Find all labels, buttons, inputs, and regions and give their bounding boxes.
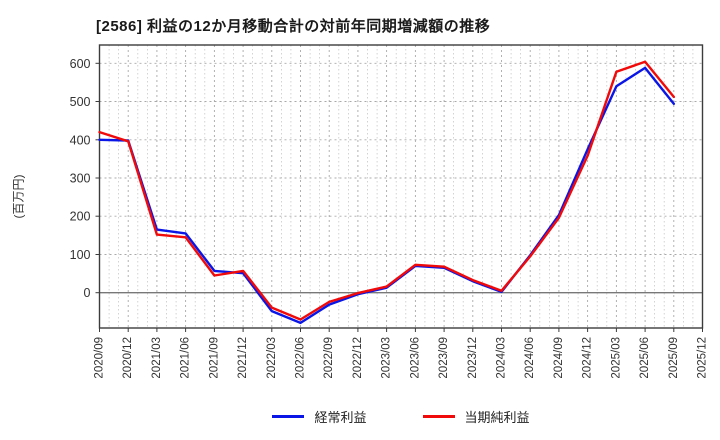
x-tick-label: 2022/12 — [352, 337, 364, 379]
legend-label-ordinary-profit: 経常利益 — [314, 410, 367, 425]
chart-title: [2586] 利益の12か月移動合計の対前年同期増減額の推移 — [96, 18, 491, 35]
legend-label-net-profit: 当期純利益 — [464, 410, 530, 425]
legend-item-net-profit: 当期純利益 — [422, 407, 530, 426]
y-tick-label: 0 — [84, 286, 91, 300]
x-tick-label: 2024/06 — [524, 337, 536, 379]
x-tick-label: 2023/09 — [438, 337, 450, 379]
x-tick-label: 2025/09 — [668, 337, 680, 379]
legend-swatch-red-line — [422, 415, 455, 418]
x-tick-label: 2025/12 — [697, 337, 709, 379]
x-tick-label: 2022/06 — [295, 337, 307, 379]
x-tick-label: 2024/09 — [553, 337, 565, 379]
x-tick-label: 2021/06 — [180, 337, 192, 379]
series-line-1 — [98, 60, 675, 321]
y-tick-label: 600 — [70, 57, 91, 71]
y-tick-label: 200 — [70, 210, 91, 224]
x-tick-label: 2021/03 — [151, 337, 163, 379]
x-tick-label: 2020/09 — [94, 337, 106, 379]
x-tick-label: 2025/06 — [639, 337, 651, 379]
x-tick-label: 2023/06 — [409, 337, 421, 379]
x-tick-label: 2024/03 — [496, 337, 508, 379]
legend-swatch-blue-line — [272, 415, 305, 418]
x-tick-label: 2022/03 — [266, 337, 278, 379]
x-tick-label: 2021/09 — [208, 337, 220, 379]
x-tick-label: 2021/12 — [237, 337, 249, 379]
legend-item-ordinary-profit: 経常利益 — [272, 407, 367, 426]
plot-border — [98, 44, 704, 329]
x-tick-label: 2020/12 — [122, 337, 134, 379]
y-tick-label: 100 — [70, 248, 91, 262]
y-tick-label: 500 — [70, 95, 91, 109]
x-tick-label: 2025/03 — [610, 337, 622, 379]
x-tick-label: 2022/09 — [323, 337, 335, 379]
chart-legend: 経常利益 当期純利益 — [99, 407, 703, 426]
y-tick-label: 300 — [70, 172, 91, 186]
x-tick-label: 2024/12 — [582, 337, 594, 379]
x-tick-label: 2023/12 — [467, 337, 479, 379]
y-tick-label: 400 — [70, 133, 91, 147]
x-tick-label: 2023/03 — [381, 337, 393, 379]
